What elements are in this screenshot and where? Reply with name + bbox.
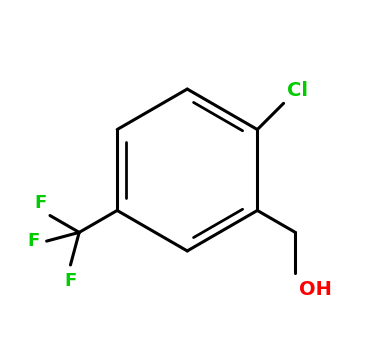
Text: F: F [64,272,76,290]
Text: F: F [35,194,47,212]
Text: OH: OH [299,279,332,299]
Text: Cl: Cl [287,81,308,100]
Text: F: F [28,232,40,250]
